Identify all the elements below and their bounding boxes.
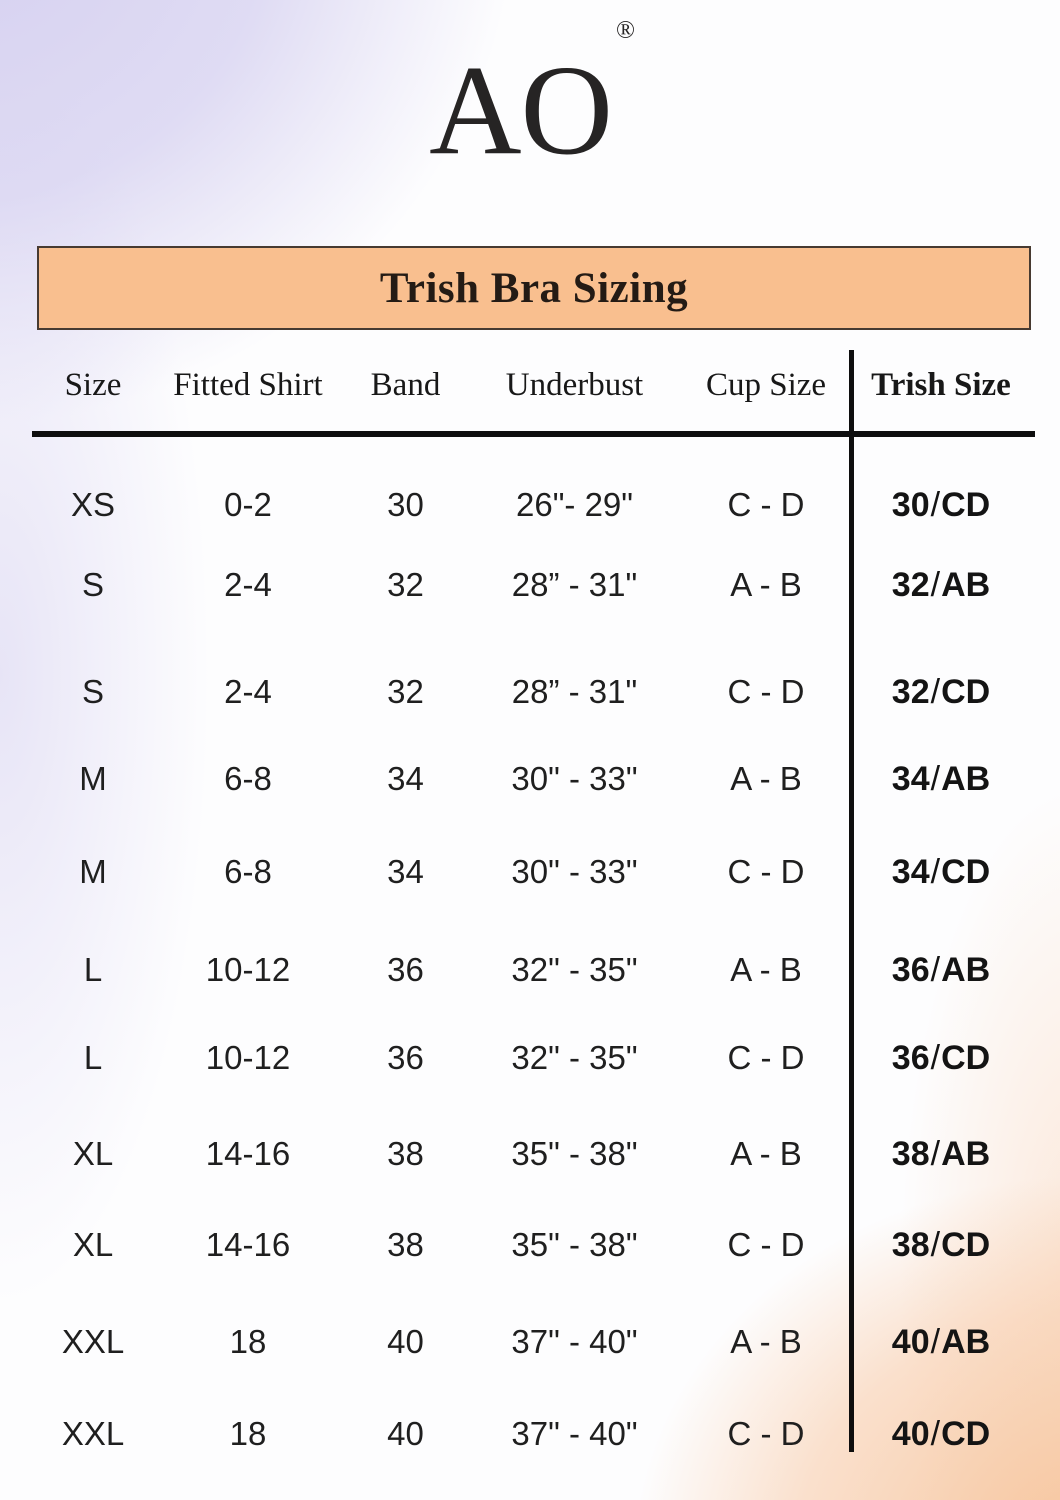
cell-band: 36 [387,1039,424,1076]
brand-logo: AO® [0,17,1060,176]
cell-trish-size: 36/AB [891,950,991,989]
cell-fitted-shirt: 2-4 [224,673,272,710]
table-row: S 2-4 32 28” - 31" C - D 32/CD [33,670,1031,714]
cell-cup-size: A - B [730,1323,802,1360]
cell-cup-size: C - D [727,1415,805,1452]
cell-trish-size: 40/AB [891,1322,991,1361]
cell-fitted-shirt: 6-8 [224,760,272,797]
brand-logo-text: AO [429,39,613,182]
cell-underbust: 26"- 29" [516,486,633,523]
column-header-trish-size: Trish Size [871,366,1011,403]
trish-column-divider-line [849,350,854,1452]
cell-cup-size: A - B [730,566,802,603]
cell-band: 36 [387,951,424,988]
cell-size: XXL [61,1415,125,1452]
cell-underbust: 32" - 35" [511,1039,638,1076]
registered-trademark-icon: ® [615,17,635,44]
cell-underbust: 28” - 31" [511,673,638,710]
cell-fitted-shirt: 6-8 [224,853,272,890]
cell-underbust: 32" - 35" [511,951,638,988]
column-header-band: Band [370,366,441,403]
cell-size: XXL [61,1323,125,1360]
cell-band: 40 [387,1323,424,1360]
table-row: XXL 18 40 37" - 40" C - D 40/CD [33,1412,1031,1456]
table-row: M 6-8 34 30" - 33" A - B 34/AB [33,757,1031,801]
cell-trish-size: 30/CD [891,485,991,524]
cell-band: 38 [387,1226,424,1263]
table-row: S 2-4 32 28” - 31" A - B 32/AB [33,563,1031,607]
cell-cup-size: C - D [727,486,805,523]
cell-size: XS [70,486,116,523]
cell-underbust: 37" - 40" [511,1323,638,1360]
cell-fitted-shirt: 14-16 [205,1135,291,1172]
title-banner: Trish Bra Sizing [37,246,1031,330]
cell-fitted-shirt: 18 [229,1415,267,1452]
header-divider-line [32,431,1035,437]
cell-cup-size: C - D [727,673,805,710]
cell-trish-size: 38/AB [891,1134,991,1173]
table-header-row: Size Fitted Shirt Band Underbust Cup Siz… [33,363,1031,407]
cell-size: M [79,760,107,797]
cell-trish-size: 36/CD [891,1038,991,1077]
cell-size: XL [72,1226,114,1263]
cell-cup-size: A - B [730,951,802,988]
cell-trish-size: 32/AB [891,565,991,604]
cell-band: 34 [387,853,424,890]
cell-underbust: 30" - 33" [511,853,638,890]
cell-size: L [83,951,103,988]
cell-size: L [83,1039,103,1076]
table-row: L 10-12 36 32" - 35" C - D 36/CD [33,1036,1031,1080]
cell-band: 32 [387,566,424,603]
table-row: XS 0-2 30 26"- 29" C - D 30/CD [33,483,1031,527]
cell-trish-size: 34/AB [891,759,991,798]
cell-fitted-shirt: 18 [229,1323,267,1360]
table-row: XL 14-16 38 35" - 38" C - D 38/CD [33,1223,1031,1267]
cell-size: S [81,566,104,603]
page-title: Trish Bra Sizing [379,264,689,312]
cell-trish-size: 38/CD [891,1225,991,1264]
table-row: XL 14-16 38 35" - 38" A - B 38/AB [33,1132,1031,1176]
cell-underbust: 30" - 33" [511,760,638,797]
cell-underbust: 35" - 38" [511,1135,638,1172]
cell-band: 32 [387,673,424,710]
table-row: L 10-12 36 32" - 35" A - B 36/AB [33,948,1031,992]
cell-cup-size: C - D [727,853,805,890]
cell-trish-size: 40/CD [891,1414,991,1453]
cell-underbust: 35" - 38" [511,1226,638,1263]
cell-fitted-shirt: 10-12 [205,951,291,988]
cell-band: 30 [387,486,424,523]
cell-size: S [81,673,104,710]
cell-underbust: 37" - 40" [511,1415,638,1452]
cell-cup-size: A - B [730,760,802,797]
cell-band: 38 [387,1135,424,1172]
cell-cup-size: C - D [727,1226,805,1263]
cell-band: 40 [387,1415,424,1452]
column-header-fitted-shirt: Fitted Shirt [173,366,323,403]
table-row: M 6-8 34 30" - 33" C - D 34/CD [33,850,1031,894]
cell-trish-size: 32/CD [891,672,991,711]
cell-underbust: 28” - 31" [511,566,638,603]
column-header-size: Size [64,366,122,403]
cell-cup-size: C - D [727,1039,805,1076]
column-header-underbust: Underbust [505,366,644,403]
cell-cup-size: A - B [730,1135,802,1172]
cell-fitted-shirt: 14-16 [205,1226,291,1263]
column-header-cup-size: Cup Size [705,366,827,403]
cell-band: 34 [387,760,424,797]
cell-trish-size: 34/CD [891,852,991,891]
cell-fitted-shirt: 2-4 [224,566,272,603]
cell-fitted-shirt: 0-2 [224,486,272,523]
cell-fitted-shirt: 10-12 [205,1039,291,1076]
table-row: XXL 18 40 37" - 40" A - B 40/AB [33,1320,1031,1364]
cell-size: M [79,853,107,890]
cell-size: XL [72,1135,114,1172]
